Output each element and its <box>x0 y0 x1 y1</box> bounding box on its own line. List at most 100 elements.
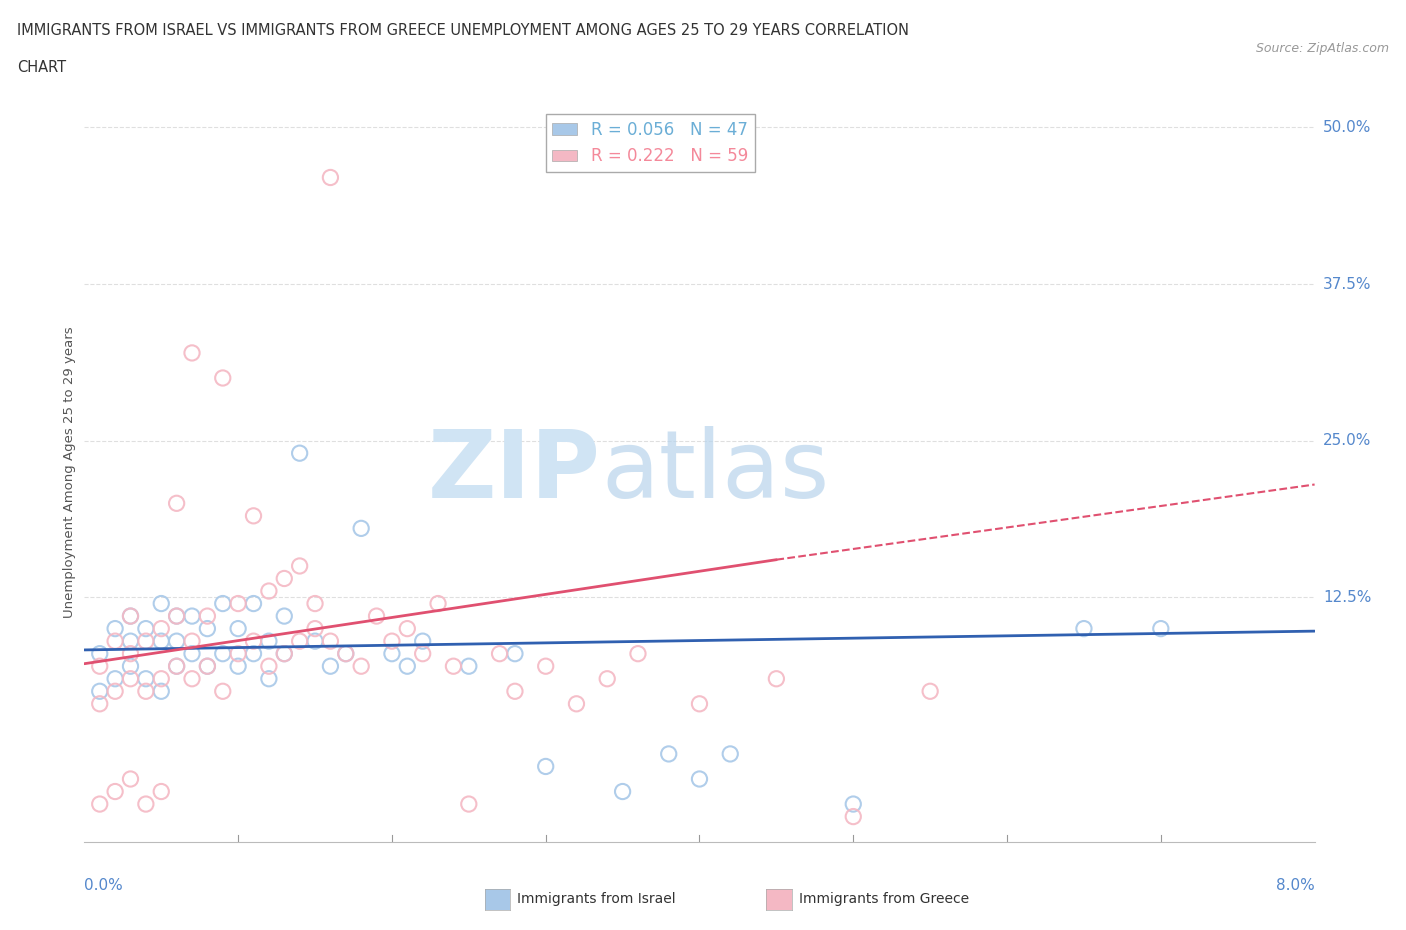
Point <box>596 671 619 686</box>
Point <box>181 671 204 686</box>
Text: Immigrants from Israel: Immigrants from Israel <box>517 892 676 907</box>
Point <box>412 646 434 661</box>
Point <box>150 784 173 799</box>
Point <box>718 747 741 762</box>
Point <box>89 797 111 812</box>
Point <box>120 671 142 686</box>
Text: Immigrants from Greece: Immigrants from Greece <box>799 892 969 907</box>
Point <box>503 646 526 661</box>
Point <box>135 684 157 698</box>
Point <box>396 621 419 636</box>
Point <box>89 684 111 698</box>
Point <box>242 596 264 611</box>
Point <box>226 658 249 673</box>
Point <box>503 684 526 698</box>
Point <box>135 671 157 686</box>
Point <box>242 633 264 648</box>
Point <box>104 633 127 648</box>
Point <box>534 658 557 673</box>
Point <box>104 671 127 686</box>
Point <box>166 658 188 673</box>
Point <box>166 496 188 511</box>
Point <box>89 697 111 711</box>
Point <box>1073 621 1095 636</box>
Point <box>842 797 865 812</box>
Point <box>120 658 142 673</box>
Point <box>381 633 404 648</box>
Point <box>273 608 295 623</box>
Point <box>457 797 479 812</box>
Text: 37.5%: 37.5% <box>1323 276 1371 291</box>
Point <box>166 633 188 648</box>
Point <box>150 684 173 698</box>
Point <box>319 170 342 185</box>
Point <box>104 784 127 799</box>
Point <box>135 633 157 648</box>
Point <box>396 658 419 673</box>
Point <box>304 633 326 648</box>
Point <box>612 784 634 799</box>
Point <box>689 772 711 787</box>
Point <box>658 747 681 762</box>
Point <box>534 759 557 774</box>
Text: 25.0%: 25.0% <box>1323 433 1371 448</box>
Text: 50.0%: 50.0% <box>1323 120 1371 135</box>
Point <box>120 646 142 661</box>
Point <box>89 658 111 673</box>
Point <box>120 608 142 623</box>
Point <box>273 646 295 661</box>
Text: 0.0%: 0.0% <box>84 878 124 893</box>
Point <box>120 772 142 787</box>
Point <box>288 445 311 460</box>
Point <box>197 621 219 636</box>
Point <box>197 658 219 673</box>
Point <box>765 671 787 686</box>
Point <box>242 509 264 524</box>
Point <box>350 521 373 536</box>
Point <box>273 571 295 586</box>
Point <box>257 658 280 673</box>
Point <box>166 658 188 673</box>
Point <box>335 646 357 661</box>
Point <box>257 584 280 599</box>
Point <box>181 345 204 360</box>
Text: Source: ZipAtlas.com: Source: ZipAtlas.com <box>1256 42 1389 55</box>
Point <box>288 559 311 574</box>
Point <box>166 608 188 623</box>
Point <box>150 671 173 686</box>
Point <box>166 608 188 623</box>
Point <box>319 633 342 648</box>
Point <box>211 646 233 661</box>
Point <box>211 684 233 698</box>
Point <box>181 608 204 623</box>
Point <box>366 608 388 623</box>
Point <box>181 633 204 648</box>
Point <box>211 596 233 611</box>
Point <box>104 621 127 636</box>
Point <box>211 370 233 385</box>
Point <box>150 621 173 636</box>
Text: 8.0%: 8.0% <box>1275 878 1315 893</box>
Point <box>920 684 942 698</box>
Point <box>89 646 111 661</box>
Point <box>350 658 373 673</box>
Point <box>381 646 404 661</box>
Point <box>457 658 479 673</box>
Point <box>319 658 342 673</box>
Point <box>627 646 650 661</box>
Point <box>273 646 295 661</box>
Point <box>304 621 326 636</box>
Point <box>488 646 510 661</box>
Point <box>120 608 142 623</box>
Point <box>242 646 264 661</box>
Point <box>135 621 157 636</box>
Point <box>135 797 157 812</box>
Point <box>150 633 173 648</box>
Text: ZIP: ZIP <box>429 426 602 518</box>
Text: IMMIGRANTS FROM ISRAEL VS IMMIGRANTS FROM GREECE UNEMPLOYMENT AMONG AGES 25 TO 2: IMMIGRANTS FROM ISRAEL VS IMMIGRANTS FRO… <box>17 23 908 38</box>
Point <box>197 658 219 673</box>
Legend: R = 0.056   N = 47, R = 0.222   N = 59: R = 0.056 N = 47, R = 0.222 N = 59 <box>546 114 755 172</box>
Point <box>288 633 311 648</box>
Point <box>197 608 219 623</box>
Point <box>226 621 249 636</box>
